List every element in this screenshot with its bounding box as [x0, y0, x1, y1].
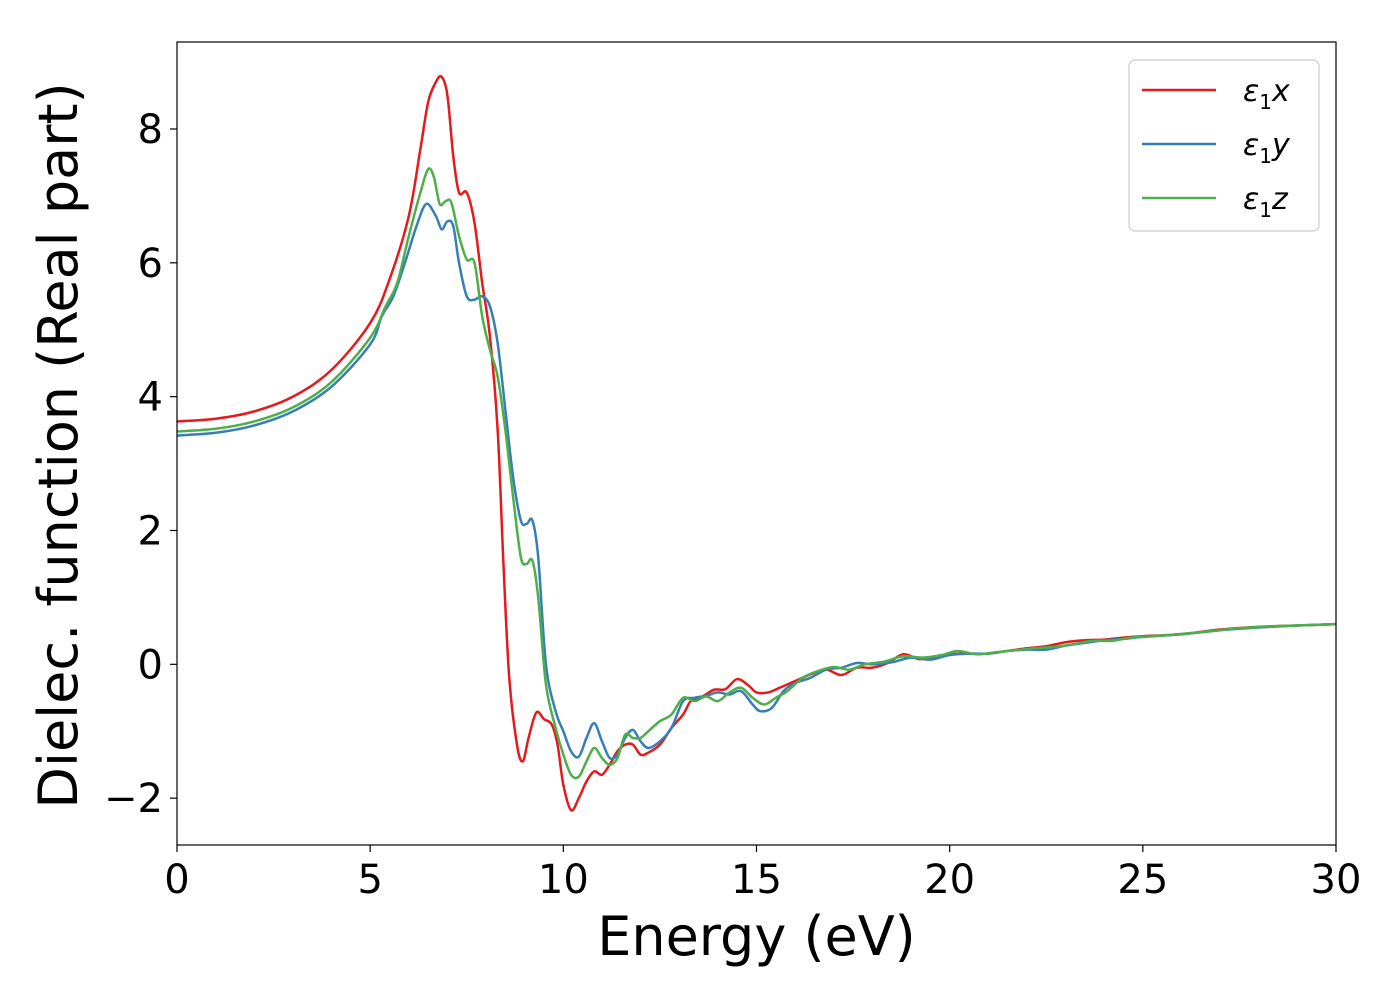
y-axis-title: Dielec. function (Real part) [27, 82, 90, 808]
legend-epsilon: ε [1243, 128, 1259, 163]
legend-component: z [1271, 182, 1289, 217]
y-tick-label: −2 [104, 776, 163, 822]
x-tick-label: 15 [731, 857, 782, 903]
legend-label-x: ε1x [1243, 74, 1290, 114]
legend-subscript: 1 [1259, 144, 1272, 168]
y-tick-label: 0 [138, 642, 163, 688]
series-line-z [177, 167, 1336, 780]
y-tick-label: 8 [138, 107, 163, 153]
x-tick-label: 10 [538, 857, 589, 903]
y-tick-label: 4 [138, 375, 163, 421]
x-tick-label: 20 [924, 857, 975, 903]
legend-label-z: ε1z [1243, 182, 1289, 222]
y-tick-label: 6 [138, 241, 163, 287]
legend-component: y [1271, 128, 1291, 163]
legend-label-y: ε1y [1243, 128, 1291, 168]
legend-epsilon: ε [1243, 182, 1259, 217]
legend-box [1128, 59, 1320, 232]
legend-epsilon: ε [1243, 74, 1259, 109]
x-tick-label: 0 [164, 857, 189, 903]
legend-subscript: 1 [1259, 198, 1272, 222]
legend-subscript: 1 [1259, 90, 1272, 114]
x-tick-label: 25 [1117, 857, 1168, 903]
x-axis-title: Energy (eV) [597, 905, 916, 968]
x-tick-label: 30 [1311, 857, 1362, 903]
y-tick-label: 2 [138, 508, 163, 554]
legend-component: x [1271, 74, 1290, 109]
x-tick-label: 5 [357, 857, 382, 903]
